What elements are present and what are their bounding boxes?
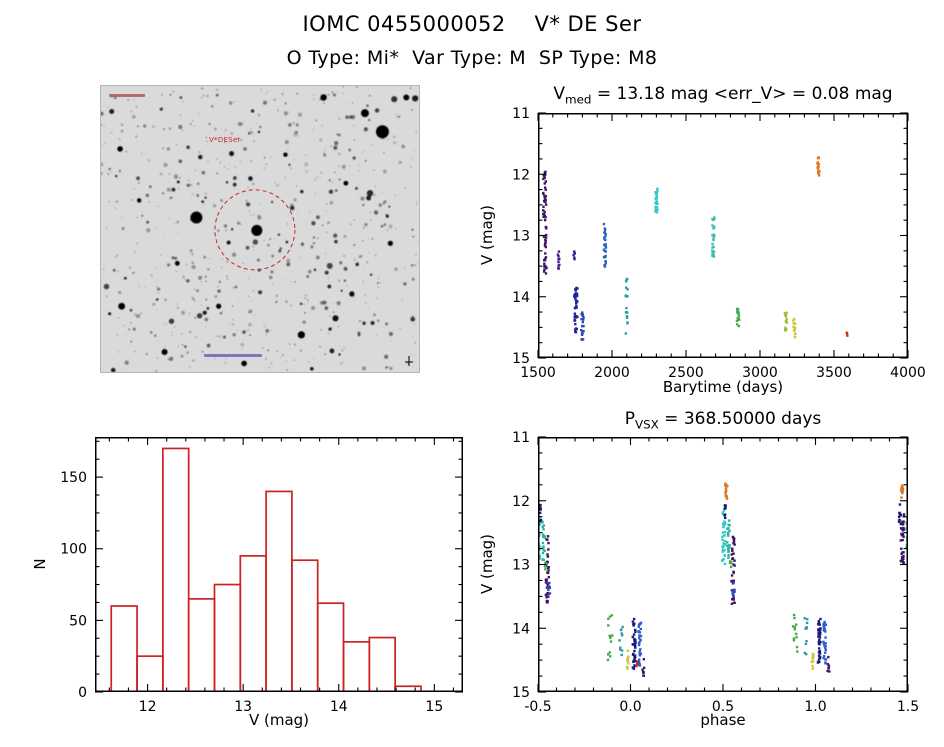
lightcurve-title: Vmed = 13.18 mag <err_V> = 0.08 mag xyxy=(478,84,944,106)
y-tick-label: 12 xyxy=(512,494,530,510)
data-points xyxy=(538,482,908,677)
x-tick-label: 1.0 xyxy=(804,699,826,715)
axis-ticks xyxy=(537,112,909,359)
y-tick-label: 100 xyxy=(60,542,87,558)
orientation-marker-icon xyxy=(405,356,413,366)
x-tick-label: 0.5 xyxy=(712,699,734,715)
lightcurve-title-pre: V xyxy=(553,84,566,104)
lightcurve-xlabel: Barytime (days) xyxy=(662,378,784,396)
x-tick-label: 1500 xyxy=(520,365,556,381)
y-tick-label: 0 xyxy=(78,685,87,701)
x-tick-label: 3500 xyxy=(816,365,852,381)
x-tick-label: 3000 xyxy=(742,365,778,381)
data-points xyxy=(110,447,422,692)
y-tick-label: 11 xyxy=(512,430,530,446)
y-tick-label: 15 xyxy=(512,351,530,367)
lightcurve-ylabel: V (mag) xyxy=(478,204,496,266)
x-tick-label: 13 xyxy=(234,699,252,715)
x-tick-label: 2000 xyxy=(594,365,630,381)
finder-annotation-top xyxy=(109,94,145,97)
star-field xyxy=(101,86,419,372)
x-tick-label: 14 xyxy=(330,699,348,715)
y-tick-label: 150 xyxy=(60,470,87,486)
plot-frame xyxy=(538,113,908,358)
phase-title-rest: = 368.50000 days xyxy=(658,409,822,429)
phase-title-pre: P xyxy=(624,409,635,429)
plot-frame xyxy=(95,437,463,692)
y-tick-label: 11 xyxy=(512,106,530,122)
axis-ticks xyxy=(537,436,909,693)
data-points xyxy=(541,156,849,341)
phase-title-sub: VSX xyxy=(634,417,659,432)
y-tick-label: 14 xyxy=(512,621,530,637)
x-tick-label: -0.5 xyxy=(524,699,551,715)
target-circle xyxy=(214,189,296,271)
page-subtitle: O Type: Mi* Var Type: M SP Type: M8 xyxy=(286,47,658,69)
lightcurve-title-sub: med xyxy=(565,92,592,107)
histogram-ylabel: N xyxy=(31,558,49,570)
plot-frame xyxy=(538,437,908,692)
page-title: IOMC 0455000052 V* DE Ser xyxy=(302,12,642,36)
x-tick-label: 0.0 xyxy=(619,699,641,715)
lightcurve-plot: 1500 2000 2500 3000 3500 4000 11 12 13 14 15 xyxy=(512,106,926,381)
histogram-xlabel: V (mag) xyxy=(248,711,310,729)
lightcurve-title-rest: = 13.18 mag <err_V> = 0.08 mag xyxy=(591,84,893,104)
phase-plot: -0.5 0.0 0.5 1.0 1.5 11 12 13 14 15 xyxy=(512,430,919,715)
x-tick-label: 4000 xyxy=(890,365,926,381)
finder-target-label: V*DESer xyxy=(209,136,241,144)
phase-ylabel: V (mag) xyxy=(478,533,496,595)
y-tick-label: 12 xyxy=(512,167,530,183)
finder-image xyxy=(101,86,419,372)
x-tick-label: 15 xyxy=(425,699,443,715)
x-tick-label: 1.5 xyxy=(897,699,919,715)
y-tick-label: 13 xyxy=(512,229,530,245)
phase-title: PVSX = 368.50000 days xyxy=(538,409,908,431)
finder-chart: V*DESer xyxy=(100,85,420,373)
phase-xlabel: phase xyxy=(700,711,746,729)
x-tick-label: 12 xyxy=(139,699,157,715)
y-tick-label: 14 xyxy=(512,290,530,306)
y-tick-label: 50 xyxy=(69,613,87,629)
y-tick-label: 13 xyxy=(512,558,530,574)
y-tick-label: 15 xyxy=(512,685,530,701)
finder-annotation-bottom xyxy=(204,354,262,357)
axis-ticks xyxy=(95,437,463,693)
x-tick-label: 2500 xyxy=(668,365,704,381)
